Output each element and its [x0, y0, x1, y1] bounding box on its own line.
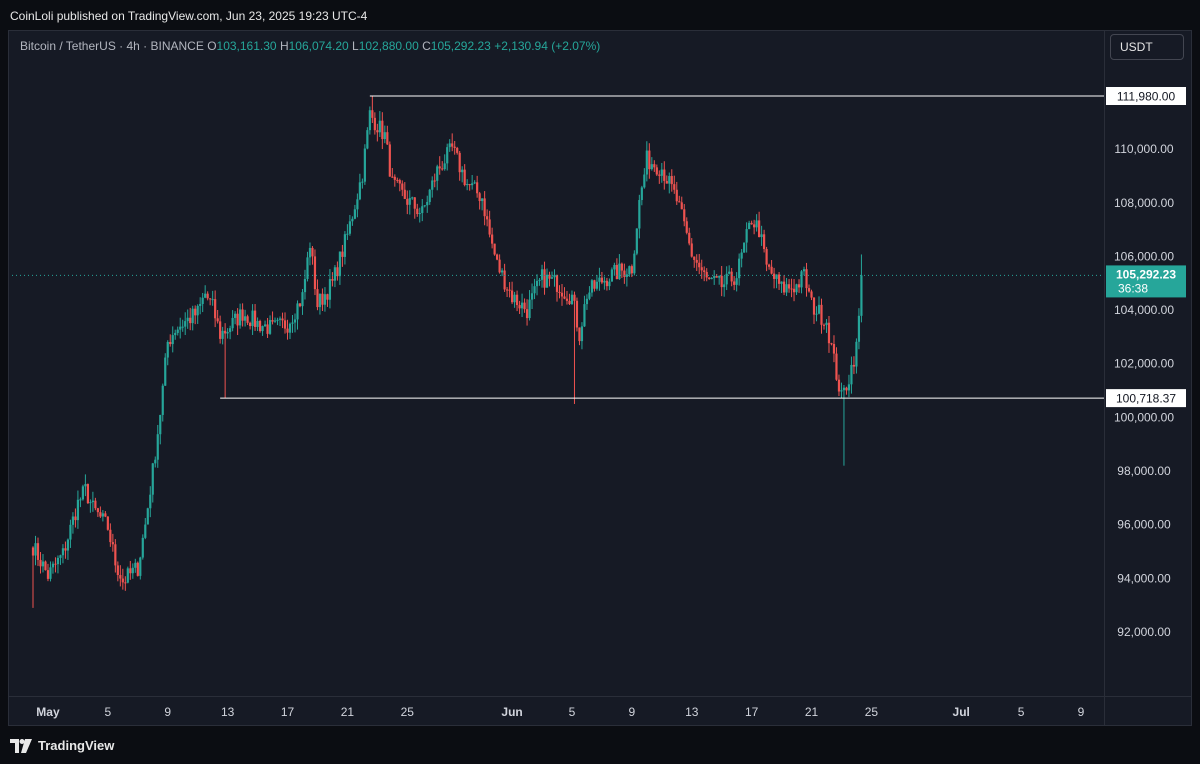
symbol-legend: Bitcoin / TetherUS · 4h · BINANCE O103,1… — [20, 39, 600, 53]
tradingview-logo[interactable]: TradingView — [10, 738, 114, 753]
open-value: 103,161.30 — [216, 39, 277, 53]
high-label: H — [279, 39, 289, 53]
publish-bar: CoinLoli published on TradingView.com, J… — [0, 0, 1200, 30]
low-label: L — [352, 39, 359, 53]
symbol-title[interactable]: Bitcoin / TetherUS · 4h · BINANCE — [20, 39, 204, 53]
price-axis-divider — [1104, 30, 1105, 726]
open-label: O — [207, 39, 217, 53]
time-axis-divider — [8, 696, 1192, 697]
low-value: 102,880.00 — [358, 39, 419, 53]
close-value: 105,292.23 — [430, 39, 491, 53]
high-value: 106,074.20 — [288, 39, 349, 53]
close-label: C — [422, 39, 431, 53]
publish-info: CoinLoli published on TradingView.com, J… — [10, 9, 368, 23]
currency-button[interactable]: USDT — [1110, 34, 1184, 60]
tradingview-icon — [10, 738, 32, 753]
currency-label: USDT — [1120, 40, 1153, 54]
change-value: +2,130.94 (+2.07%) — [494, 39, 601, 53]
brand-name: TradingView — [38, 738, 115, 753]
chart-panel[interactable] — [8, 30, 1192, 726]
